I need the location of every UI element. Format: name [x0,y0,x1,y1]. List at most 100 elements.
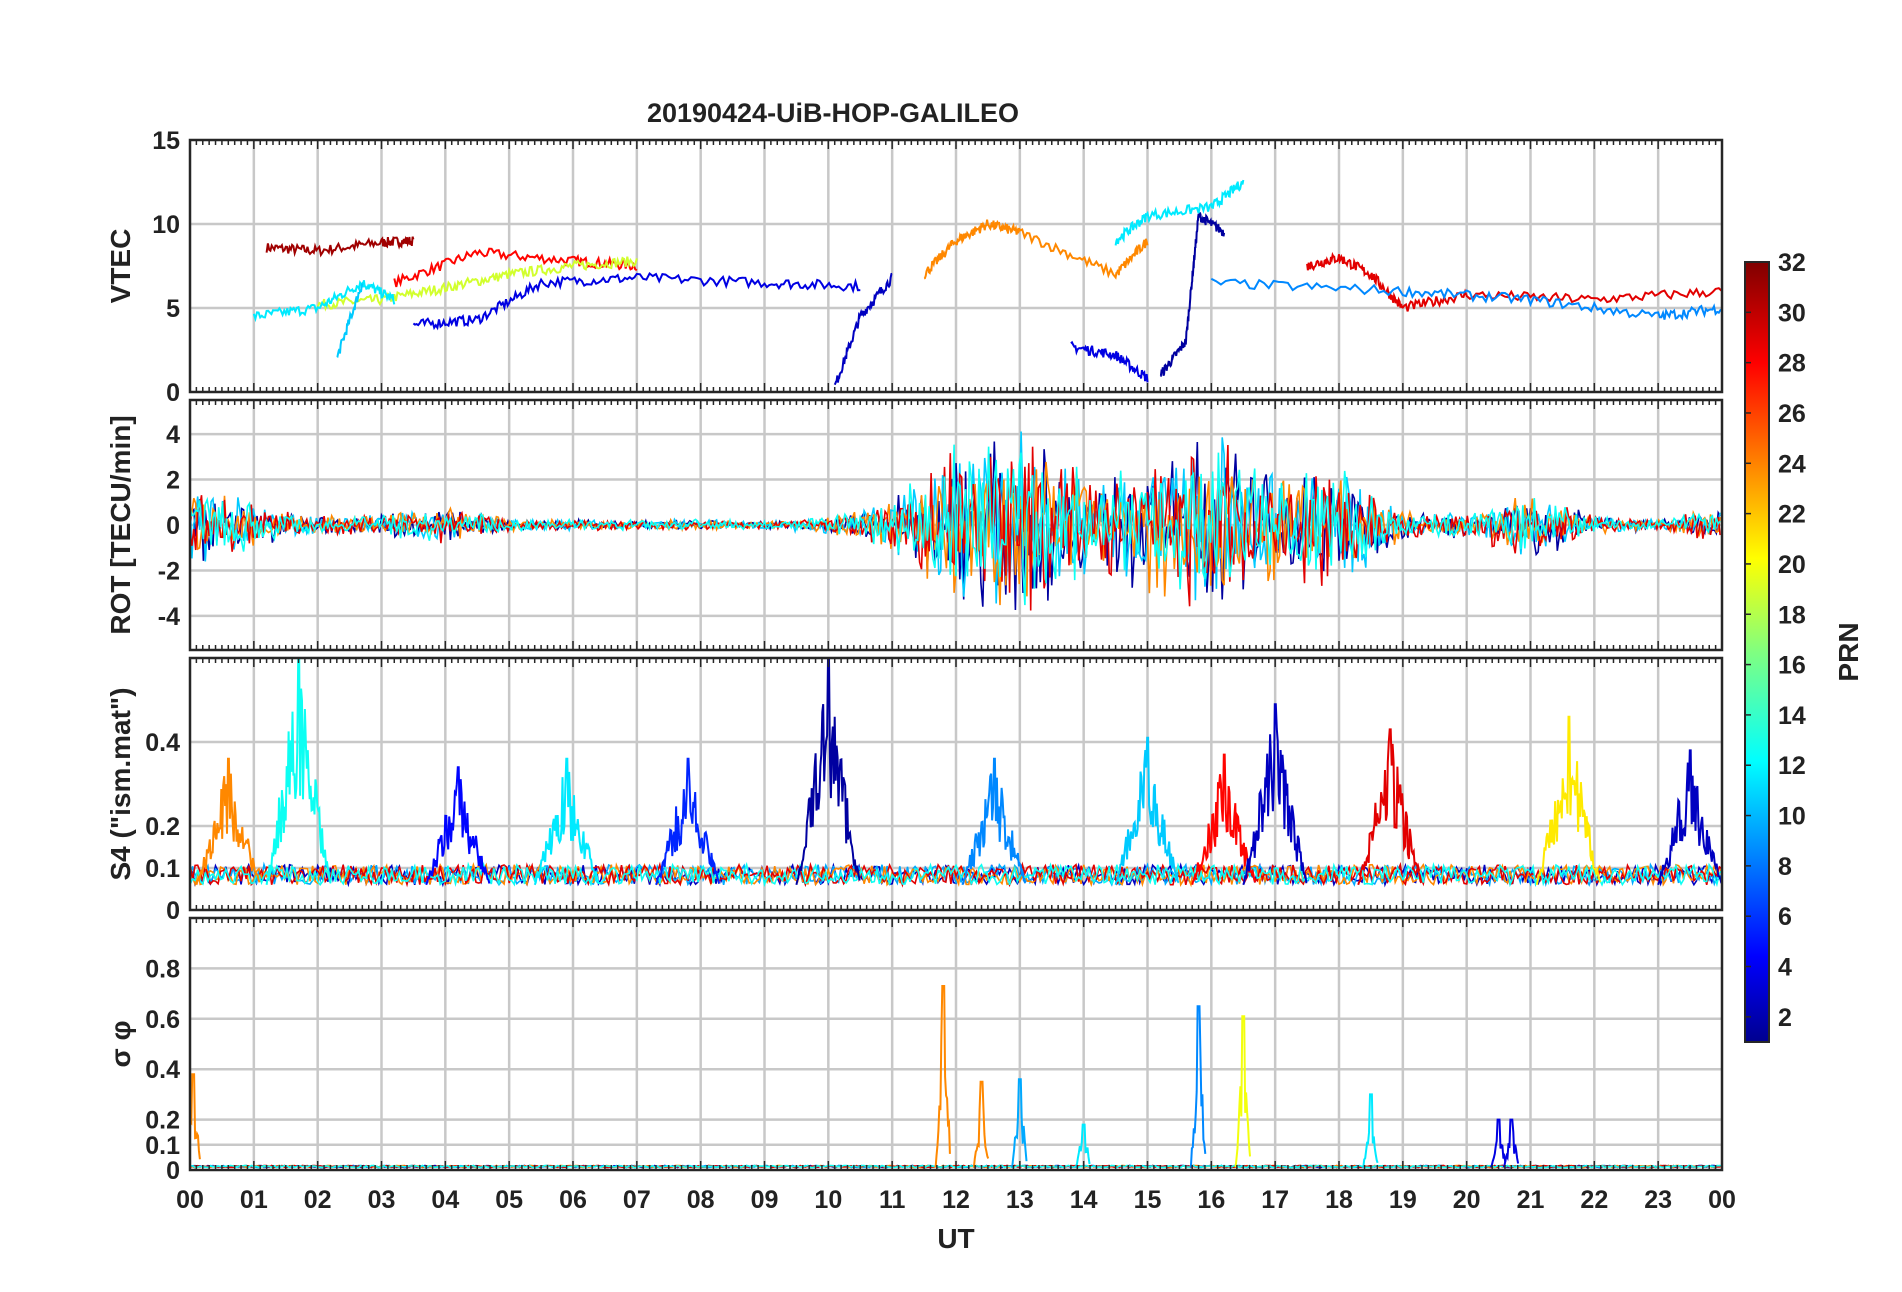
x-tick-label: 13 [1006,1186,1034,1214]
peak-prn-10 [1011,1078,1028,1168]
x-tick-label: 15 [1134,1186,1162,1214]
colorbar-tick-label: 16 [1778,652,1806,680]
x-tick-label: 00 [1708,1186,1736,1214]
x-tick-label: 23 [1644,1186,1672,1214]
x-tick-label: 00 [176,1186,204,1214]
x-tick-label: 01 [240,1186,268,1214]
x-tick-label: 02 [304,1186,332,1214]
vtec-line-prn-9 [1210,277,1723,321]
panel-1: 0 5 10 15 VTEC [105,127,1724,407]
peak-prn-28 [1191,753,1257,886]
peak-prn-29 [1357,728,1423,886]
colorbar-tick-label: 32 [1778,249,1806,277]
colorbar-tick-label: 24 [1778,450,1806,478]
y-tick-label: -2 [158,557,180,585]
peak-prn-3 [1657,749,1723,886]
vtec-line-prn-12 [252,280,396,323]
rot-line-prn-13 [189,444,1721,606]
peak-prn-12 [1362,1093,1379,1168]
x-tick-label: 05 [495,1186,523,1214]
x-tick-label: 14 [1070,1186,1098,1214]
x-tick-label: 11 [879,1186,906,1214]
y-tick-label: 5 [166,295,180,323]
x-tick-label: 08 [687,1186,715,1214]
x-tick-label: 04 [431,1186,459,1214]
peak-prn-4 [1502,1118,1520,1168]
peak-prn-24 [934,985,951,1168]
y-tick-label: 0 [166,1157,180,1185]
colorbar-tick-label: 18 [1778,601,1806,629]
y-tick-label: 0.6 [145,1006,180,1034]
colorbar-scale [1744,261,1770,1043]
vtec-line-prn-2 [1159,212,1226,377]
vtec-line-prn-4 [1070,340,1149,383]
chart-title: 20190424-UiB-HOP-GALILEO [647,98,1019,128]
y-tick-label: 4 [166,421,180,449]
x-tick-label: 09 [751,1186,779,1214]
peak-prn-13 [265,657,331,885]
x-tick-label: 17 [1261,1186,1289,1214]
vtec-line-prn-4 [412,271,861,331]
colorbar-tick-label: 10 [1778,803,1806,831]
y-tick-label: 2 [166,467,180,495]
y-tick-label: 10 [152,211,180,239]
x-tick-label: 16 [1197,1186,1225,1214]
x-axis-label: UT [937,1223,974,1254]
x-tick-label: 22 [1580,1186,1608,1214]
vtec-line-prn-11 [336,283,364,358]
y-axis-label: S4 ("ism.mat") [105,687,136,880]
panel-2: -4 -2 0 2 4 ROT [TECU/min] [105,398,1724,652]
y-tick-label: 0 [166,379,180,407]
x-tick-label: 18 [1325,1186,1353,1214]
vtec-line-prn-12 [1114,179,1245,246]
peak-prn-24 [972,1080,990,1168]
y-tick-label: -4 [158,603,180,631]
y-tick-label: 15 [152,127,180,155]
peak-prn-12 [1075,1123,1091,1168]
panel-4: 00.10.2 0.4 0.6 0.8 σ φ [105,916,1724,1185]
y-tick-label: 0.4 [145,1056,180,1084]
peak-prn-12 [533,757,599,886]
y-tick-label: 0.1 [145,855,180,883]
peak-prn-9 [961,757,1027,886]
baseline-prn-29 [189,861,1723,888]
peak-prn-3 [1242,703,1308,886]
colorbar-label: PRN [1833,622,1864,681]
colorbar-tick-label: 8 [1778,853,1792,881]
traces [189,431,1721,611]
colorbar-tick-label: 20 [1778,551,1806,579]
peak-prn-6 [655,757,721,886]
peak-prn-4 [1489,1118,1507,1168]
peak-prn-11 [1114,736,1180,886]
traces [252,179,1723,386]
peak-prn-21 [1535,715,1602,885]
vtec-line-prn-3 [833,272,893,386]
peak-prn-20 [1234,1015,1251,1168]
vtec-line-prn-29 [1306,251,1723,312]
vtec-line-prn-31 [265,235,415,258]
colorbar-tick-label: 26 [1778,400,1806,428]
peak-prn-24 [195,757,261,886]
y-axis-label: ROT [TECU/min] [105,415,136,634]
colorbar-tick-label: 2 [1778,1004,1792,1032]
x-tick-label: 12 [942,1186,970,1214]
colorbar-tick-label: 4 [1778,954,1792,982]
y-tick-label: 0.4 [145,729,180,757]
colorbar-tick-label: 14 [1778,702,1806,730]
x-tick-label: 03 [368,1186,396,1214]
vtec-line-prn-28 [393,247,638,288]
y-tick-label: 0 [166,897,180,925]
vtec-line-prn-24 [923,219,1149,280]
vtec-line-prn-19 [316,256,638,312]
y-tick-label: 0.2 [145,813,180,841]
x-tick-label: 21 [1517,1186,1545,1214]
colorbar-tick-label: 12 [1778,752,1806,780]
peak-prn-9 [1189,1005,1207,1168]
baseline-prn-13 [189,861,1723,888]
x-tick-labels: 00 01 02 03 04 05 06 07 08 09 10 11 12 13 14 15 16 17 18 19… [176,1186,1736,1214]
y-axis-label: VTEC [105,229,136,304]
x-tick-label: 07 [623,1186,651,1214]
